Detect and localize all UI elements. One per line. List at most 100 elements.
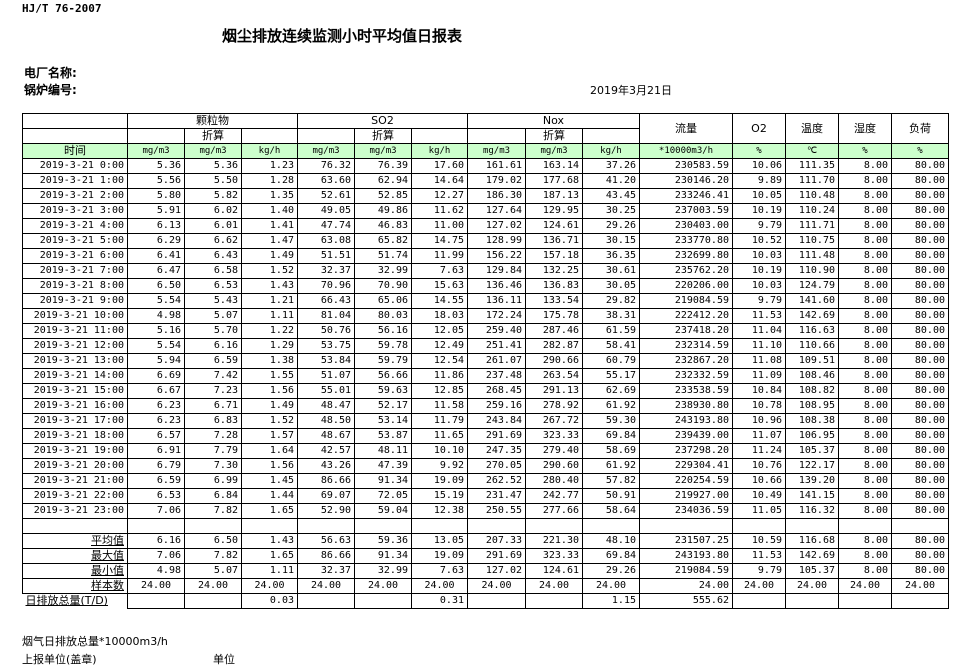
row-label: 时间 [22, 143, 128, 159]
cell: 29.26 [582, 563, 640, 579]
cell: 24.00 [785, 578, 839, 594]
cell: 5.43 [184, 293, 242, 309]
cell: mg/m3 [525, 143, 583, 159]
cell: 127.02 [467, 218, 526, 234]
cell: 69.07 [297, 488, 355, 504]
cell [639, 518, 733, 534]
cell: 1.44 [241, 488, 298, 504]
cell: 231.47 [467, 488, 526, 504]
cell: 1.49 [241, 398, 298, 414]
cell: 177.68 [525, 173, 583, 189]
cell: % [891, 143, 949, 159]
cell: 55.01 [297, 383, 355, 399]
cell: 5.07 [184, 308, 242, 324]
cell: 179.02 [467, 173, 526, 189]
cell: 8.00 [838, 323, 892, 339]
cell: 291.13 [525, 383, 583, 399]
row-label: 2019-3-21 2:00 [22, 188, 128, 204]
cell: 136.83 [525, 278, 583, 294]
cell: 1.35 [241, 188, 298, 204]
cell: 80.00 [891, 488, 949, 504]
cell: 19.09 [411, 473, 468, 489]
cell: 11.24 [732, 443, 786, 459]
cell: 1.23 [241, 158, 298, 174]
cell: 1.49 [241, 248, 298, 264]
cell: 12.27 [411, 188, 468, 204]
cell: 6.59 [184, 353, 242, 369]
cell: 1.41 [241, 218, 298, 234]
table-row: 2019-3-21 9:00 5.54 5.43 1.21 66.43 65.06 14.5… [22, 293, 949, 309]
cell: 72.05 [354, 488, 412, 504]
cell: 5.36 [184, 158, 242, 174]
cell: 7.23 [184, 383, 242, 399]
cell [354, 593, 412, 609]
cell: 5.16 [127, 323, 185, 339]
cell: 49.86 [354, 203, 412, 219]
cell: 11.65 [411, 428, 468, 444]
cell: 127.02 [467, 563, 526, 579]
cell: 32.37 [297, 263, 355, 279]
cell: 136.46 [467, 278, 526, 294]
cell: 11.00 [411, 218, 468, 234]
cell: 65.06 [354, 293, 412, 309]
cell: 76.39 [354, 158, 412, 174]
cell: 259.40 [467, 323, 526, 339]
cell: 11.53 [732, 308, 786, 324]
cell: 230403.00 [639, 218, 733, 234]
cell: 80.00 [891, 278, 949, 294]
cell [411, 518, 468, 534]
cell: 56.66 [354, 368, 412, 384]
cell: 24.00 [127, 578, 185, 594]
cell: 230146.20 [639, 173, 733, 189]
cell: 1.57 [241, 428, 298, 444]
row-label: 最小值 [22, 563, 128, 579]
standard-code: HJ/T 76-2007 [22, 2, 102, 15]
cell: 8.00 [838, 353, 892, 369]
cell [785, 518, 839, 534]
cell: 1.43 [241, 533, 298, 549]
table-row: 2019-3-21 11:00 5.16 5.70 1.22 50.76 56.16 12.… [22, 323, 949, 339]
cell: 263.54 [525, 368, 583, 384]
cell: 157.18 [525, 248, 583, 264]
cell: 59.79 [354, 353, 412, 369]
cell: 163.14 [525, 158, 583, 174]
cell [467, 593, 526, 609]
cell: 61.59 [582, 323, 640, 339]
cell: 8.00 [838, 338, 892, 354]
cell: 7.82 [184, 548, 242, 564]
cell: 80.00 [891, 428, 949, 444]
cell: 41.20 [582, 173, 640, 189]
cell: 5.07 [184, 563, 242, 579]
header-temp: 温度 [785, 113, 839, 144]
cell: 110.48 [785, 188, 839, 204]
stats-row: 最小值 4.98 5.07 1.11 32.37 32.99 7.63 127.02 124.6… [22, 563, 949, 579]
blank-cell [582, 128, 640, 144]
table-row: 2019-3-21 16:00 6.23 6.71 1.49 48.47 52.17 11.… [22, 398, 949, 414]
cell: 6.13 [127, 218, 185, 234]
cell: 259.16 [467, 398, 526, 414]
cell: 9.89 [732, 173, 786, 189]
cell [582, 518, 640, 534]
cell: 219084.59 [639, 563, 733, 579]
cell: 32.99 [354, 263, 412, 279]
cell: 4.98 [127, 563, 185, 579]
cell: 8.00 [838, 548, 892, 564]
cell: *10000m3/h [639, 143, 733, 159]
cell: 279.40 [525, 443, 583, 459]
cell: 80.00 [891, 233, 949, 249]
cell: 10.59 [732, 533, 786, 549]
cell: 124.61 [525, 218, 583, 234]
cell: 175.78 [525, 308, 583, 324]
cell: 91.34 [354, 473, 412, 489]
cell: 7.42 [184, 368, 242, 384]
cell: 0.31 [411, 593, 468, 609]
group-so2: SO2 [297, 113, 468, 129]
boiler-number-label: 锅炉编号: [24, 83, 77, 97]
pm-converted: 折算 [184, 128, 242, 144]
row-label: 2019-3-21 13:00 [22, 353, 128, 369]
cell: 80.00 [891, 218, 949, 234]
cell: 133.54 [525, 293, 583, 309]
cell: 111.70 [785, 173, 839, 189]
cell: 142.69 [785, 548, 839, 564]
cell: 14.64 [411, 173, 468, 189]
